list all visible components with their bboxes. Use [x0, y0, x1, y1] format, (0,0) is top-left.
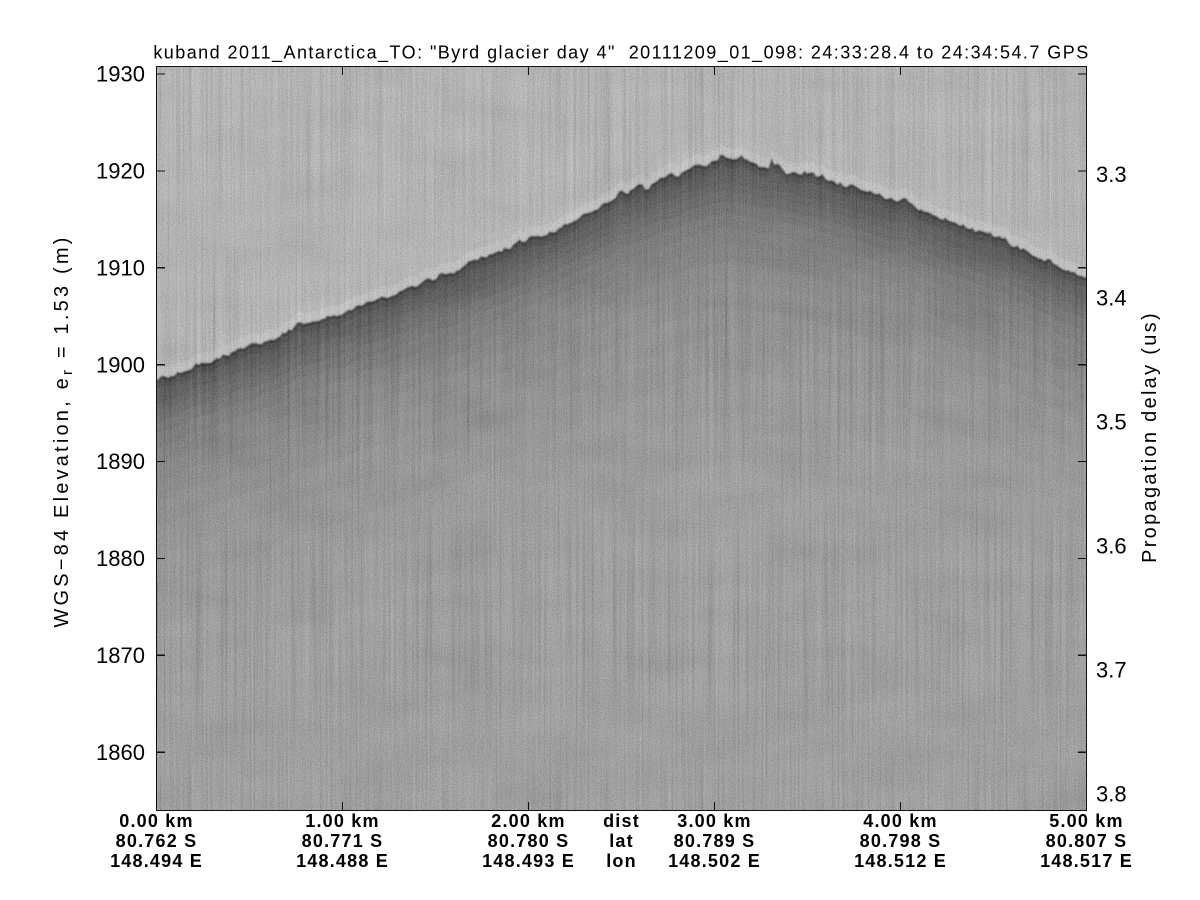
svg-text:dist: dist [603, 811, 640, 831]
svg-text:1880: 1880 [96, 546, 145, 571]
svg-text:0.00 km: 0.00 km [119, 811, 193, 831]
svg-text:148.488 E: 148.488 E [296, 851, 389, 871]
svg-text:1860: 1860 [96, 740, 145, 765]
svg-text:1900: 1900 [96, 352, 145, 377]
svg-text:1890: 1890 [96, 449, 145, 474]
svg-text:1.00 km: 1.00 km [305, 811, 379, 831]
svg-text:80.798 S: 80.798 S [860, 831, 942, 851]
svg-text:1910: 1910 [96, 256, 145, 281]
svg-text:kuband 2011_Antarctica_TO: "By: kuband 2011_Antarctica_TO: "Byrd glacier… [153, 43, 1089, 64]
svg-text:148.502 E: 148.502 E [668, 851, 761, 871]
svg-text:80.780 S: 80.780 S [488, 831, 570, 851]
svg-text:3.5: 3.5 [1096, 410, 1127, 435]
svg-text:80.807 S: 80.807 S [1046, 831, 1128, 851]
svg-text:80.762 S: 80.762 S [116, 831, 198, 851]
svg-text:1930: 1930 [96, 62, 145, 87]
svg-text:3.3: 3.3 [1096, 162, 1127, 187]
svg-text:5.00 km: 5.00 km [1049, 811, 1123, 831]
svg-text:Propagation delay (us): Propagation delay (us) [1139, 311, 1161, 563]
svg-text:148.494 E: 148.494 E [110, 851, 203, 871]
svg-text:WGS−84 Elevation, er = 1.53 (m: WGS−84 Elevation, er = 1.53 (m) [51, 234, 76, 627]
svg-text:lon: lon [606, 851, 637, 871]
svg-text:3.4: 3.4 [1096, 286, 1127, 311]
svg-text:3.6: 3.6 [1096, 534, 1127, 559]
svg-text:3.00 km: 3.00 km [677, 811, 751, 831]
svg-text:3.8: 3.8 [1096, 782, 1127, 807]
svg-text:lat: lat [609, 831, 634, 851]
svg-text:148.512 E: 148.512 E [854, 851, 947, 871]
svg-text:2.00 km: 2.00 km [491, 811, 565, 831]
svg-text:148.517 E: 148.517 E [1040, 851, 1133, 871]
svg-text:148.493 E: 148.493 E [482, 851, 575, 871]
svg-text:80.789 S: 80.789 S [674, 831, 756, 851]
svg-text:1920: 1920 [96, 159, 145, 184]
svg-text:80.771 S: 80.771 S [302, 831, 384, 851]
svg-text:4.00 km: 4.00 km [863, 811, 937, 831]
svg-text:3.7: 3.7 [1096, 658, 1127, 683]
svg-text:1870: 1870 [96, 643, 145, 668]
